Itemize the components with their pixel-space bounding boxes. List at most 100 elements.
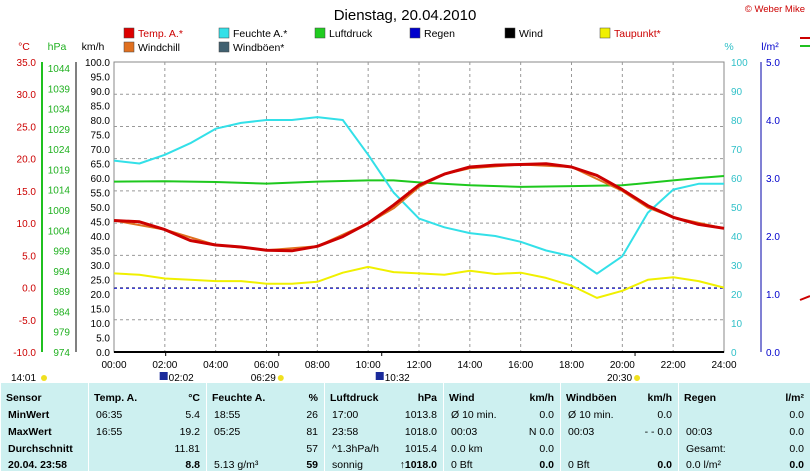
wind-tick-label: 80.0 <box>91 116 111 127</box>
time-tick-label: 00:00 <box>101 360 126 371</box>
cell-value: - - 0.0 <box>644 426 672 438</box>
humidity-tick-label: 40 <box>731 232 743 243</box>
chart-title: Dienstag, 20.04.2010 <box>334 7 477 24</box>
rain-tick-label: 0.0 <box>766 348 780 359</box>
pressure-tick-label: 1014 <box>48 186 71 197</box>
cell-value: 1015.4 <box>404 443 437 455</box>
column-unit: km/h <box>529 392 554 404</box>
temp-tick-label: 0.0 <box>22 284 36 295</box>
cell-value: 5.4 <box>185 409 200 421</box>
cell-note: 18:55 <box>214 409 241 421</box>
event-time-label: 20:30 <box>607 373 632 383</box>
pressure-tick-label: 1029 <box>48 125 71 136</box>
cell-note: Ø 10 min. <box>568 409 614 421</box>
row-label: 20.04. 23:58 <box>8 459 67 471</box>
humidity-tick-label: 10 <box>731 319 743 330</box>
wind-tick-label: 100.0 <box>85 58 110 69</box>
wind-tick-label: 20.0 <box>91 290 111 301</box>
cell-value: 0.0 <box>657 459 672 471</box>
temp-tick-label: 25.0 <box>17 122 37 133</box>
right-edge-decoration <box>799 37 810 301</box>
cell-note: 0 Bft <box>568 459 590 471</box>
rain-tick-label: 5.0 <box>766 58 780 69</box>
time-tick-label: 18:00 <box>559 360 584 371</box>
temp-tick-label: -10.0 <box>13 348 36 359</box>
cell-note: 05:25 <box>214 426 241 438</box>
temp-tick-label: 35.0 <box>17 58 37 69</box>
series-feuchtea <box>113 116 724 275</box>
sun-icon <box>277 375 284 381</box>
row-label: MaxWert <box>8 426 52 438</box>
column-title: Sensor <box>6 392 42 404</box>
cell-note: 17:00 <box>332 409 359 421</box>
wind-tick-label: 40.0 <box>91 232 111 243</box>
time-tick-label: 24:00 <box>711 360 736 371</box>
humidity-tick-label: 80 <box>731 116 743 127</box>
wind-tick-label: 70.0 <box>91 145 111 156</box>
cell-value: 57 <box>306 443 318 455</box>
wind-tick-label: 35.0 <box>91 247 111 258</box>
temp-tick-label: 30.0 <box>17 90 37 101</box>
table-column-divider <box>206 383 207 471</box>
cell-value: 8.8 <box>185 459 200 471</box>
wind-tick-label: 50.0 <box>91 203 111 214</box>
row-label: Durchschnitt <box>8 443 73 455</box>
humidity-tick-label: 0 <box>731 348 737 359</box>
pressure-tick-label: 979 <box>53 328 70 339</box>
column-title: Windböen <box>566 392 617 404</box>
start-time-label: 14:01 <box>11 373 36 383</box>
time-tick-label: 02:00 <box>152 360 177 371</box>
humidity-tick-label: 100 <box>731 58 748 69</box>
time-tick-label: 06:00 <box>254 360 279 371</box>
rain-tick-label: 1.0 <box>766 290 780 301</box>
legend-swatch <box>218 27 230 39</box>
humidity-tick-label: 30 <box>731 261 743 272</box>
legend-swatch <box>409 27 421 39</box>
cell-note: 00:03 <box>451 426 478 438</box>
sun-icon <box>41 375 47 381</box>
legend-swatch <box>504 27 516 39</box>
cell-note: 16:55 <box>96 426 123 438</box>
legend-swatch <box>599 27 611 39</box>
temp-tick-label: 15.0 <box>17 187 37 198</box>
legend-label: Feuchte A.* <box>233 28 287 40</box>
wind-tick-label: 90.0 <box>91 87 111 98</box>
wind-tick-label: 60.0 <box>91 174 111 185</box>
column-unit: l/m² <box>785 392 804 404</box>
wind-tick-label: 55.0 <box>91 189 111 200</box>
rain-unit: l/m² <box>761 41 779 53</box>
legend-label: Regen <box>424 28 455 40</box>
cell-note: ^1.3hPa/h <box>332 443 379 455</box>
pressure-tick-label: 1004 <box>48 226 71 237</box>
series-tempa <box>113 162 725 253</box>
cell-value: 1018.0 <box>404 426 437 438</box>
humidity-tick-label: 50 <box>731 203 743 214</box>
humidity-tick-label: 90 <box>731 87 743 98</box>
weather-chart: Dienstag, 20.04.2010 © Weber Mike Temp. … <box>11 4 810 383</box>
time-tick-label: 08:00 <box>305 360 330 371</box>
cell-value: 0.0 <box>789 409 804 421</box>
cell-value: 1013.8 <box>404 409 437 421</box>
event-time-label: 02:02 <box>169 373 194 383</box>
pressure-tick-label: 1039 <box>48 84 71 95</box>
wind-tick-label: 15.0 <box>91 305 111 316</box>
cell-note: 00:03 <box>686 426 713 438</box>
column-unit: °C <box>188 392 200 404</box>
pressure-tick-label: 1009 <box>48 206 71 217</box>
chart-legend: Temp. A.* Feuchte A.* Luftdruck Regen Wind Ta… <box>123 27 661 54</box>
cell-note: 0.0 km <box>451 443 483 455</box>
cell-value: 0.0 <box>789 459 804 471</box>
statistics-panel: Sensor Temp. A. °C Feuchte A.% Luftdruck hPa W… <box>0 383 810 471</box>
cell-value: 26 <box>306 409 318 421</box>
wind-tick-label: 30.0 <box>91 261 111 272</box>
column-unit: km/h <box>647 392 672 404</box>
chart-series <box>113 116 725 353</box>
cell-value: 0.0 <box>789 426 804 438</box>
cell-value: 0.0 <box>539 409 554 421</box>
cell-value: ↑1018.0 <box>399 459 437 471</box>
cell-note: 00:03 <box>568 426 595 438</box>
cell-value: 0.0 <box>539 443 554 455</box>
pressure-tick-label: 984 <box>53 307 70 318</box>
pressure-tick-label: 1044 <box>48 64 71 75</box>
cell-value: 19.2 <box>179 426 200 438</box>
